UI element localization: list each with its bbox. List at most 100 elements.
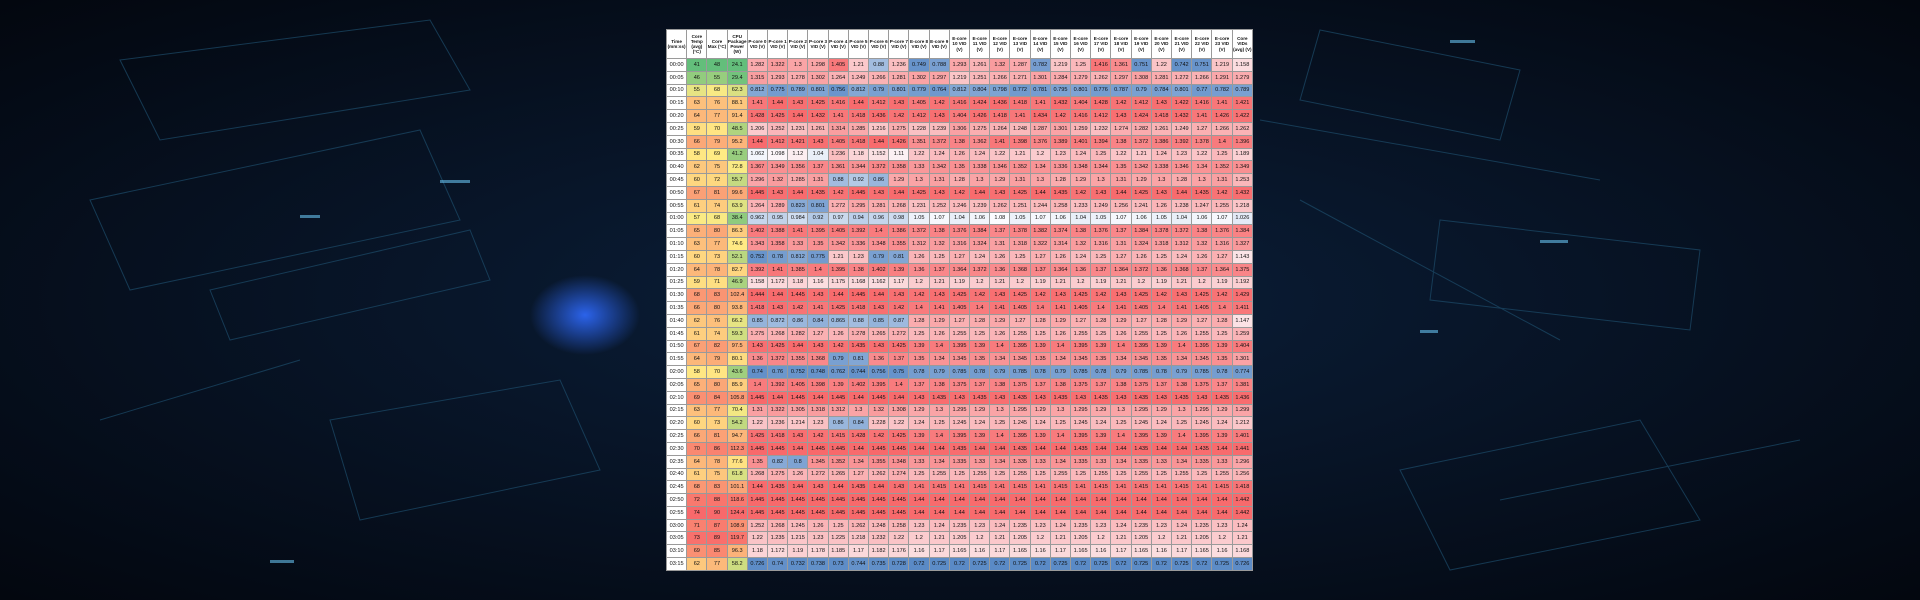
value-cell: 102.4 [726, 288, 748, 303]
value-cell: 1.43 [948, 390, 971, 405]
value-cell: 1.44 [928, 493, 950, 507]
value-cell: 1.17 [1049, 544, 1072, 559]
value-cell: 1.255 [1009, 326, 1031, 341]
value-cell: 1.395 [1009, 429, 1031, 443]
value-cell: 1.445 [787, 493, 809, 507]
value-cell: 1.225 [827, 531, 849, 546]
value-cell: 0.97 [827, 211, 849, 226]
value-cell: 1.418 [746, 301, 769, 315]
value-cell: 1.38 [1191, 224, 1213, 239]
value-cell: 60 [686, 416, 708, 431]
value-cell: 1.268 [767, 518, 789, 533]
value-cell: 1.445 [746, 390, 769, 405]
value-cell: 1.278 [847, 326, 870, 341]
value-cell: 1.182 [868, 544, 890, 559]
value-cell: 1.435 [1070, 441, 1092, 456]
value-cell: 74.6 [726, 237, 748, 251]
table-row: 00:10 55 68 62.3 0.812 0.775 0.789 0.801 0.756 0.… [665, 83, 1254, 98]
value-cell: 52.1 [726, 249, 748, 264]
value-cell: 0.87 [888, 313, 910, 328]
time-cell: 00:25 [665, 121, 688, 136]
value-cell: 1.435 [767, 480, 789, 495]
value-cell: 1.338 [969, 160, 991, 175]
value-cell: 1.285 [847, 121, 870, 136]
value-cell: 1.43 [1110, 288, 1132, 303]
value-cell: 1.434 [1029, 109, 1051, 123]
value-cell: 1.32 [928, 237, 950, 251]
value-cell: 1.23 [1171, 147, 1193, 162]
value-cell: 0.744 [847, 365, 870, 379]
value-cell: 1.37 [807, 160, 829, 175]
value-cell: 1.41 [1110, 480, 1132, 495]
value-cell: 1.435 [1049, 185, 1072, 200]
value-cell: 1.2 [1029, 147, 1051, 162]
value-cell: 1.44 [989, 505, 1011, 520]
value-cell: 1.445 [807, 493, 829, 507]
value-cell: 1.262 [989, 198, 1011, 213]
value-cell: 1.41 [1150, 480, 1173, 495]
value-cell: 82.7 [726, 262, 748, 277]
value-cell: 1.255 [1171, 467, 1193, 482]
value-cell: 1.42 [888, 109, 910, 123]
value-cell: 0.751 [1191, 58, 1213, 72]
time-cell: 02:30 [665, 441, 688, 456]
table-row: 01:50 67 82 97.5 1.43 1.425 1.44 1.43 1.42 1.435 1… [665, 339, 1254, 354]
value-cell: 0.756 [868, 365, 890, 379]
value-cell: 1.44 [989, 441, 1011, 456]
value-cell: 1.3 [1029, 173, 1051, 187]
value-cell: 1.418 [847, 134, 870, 149]
value-cell: 1.08 [989, 211, 1011, 226]
value-cell: 1.233 [1070, 198, 1092, 213]
value-cell: 1.428 [847, 429, 870, 443]
value-cell: 1.3 [908, 173, 930, 187]
value-cell: 1.415 [1090, 480, 1112, 495]
value-cell: 1.364 [1049, 262, 1072, 277]
value-cell: 1.2 [1150, 531, 1173, 546]
value-cell: 1.24 [969, 147, 991, 162]
value-cell: 1.44 [1070, 493, 1092, 507]
value-cell: 64 [686, 454, 708, 469]
value-cell: 1.435 [1191, 441, 1213, 456]
value-cell: 58 [686, 365, 708, 379]
value-cell: 1.432 [1231, 185, 1254, 200]
value-cell: 0.764 [928, 83, 950, 98]
value-cell: 1.24 [928, 518, 950, 533]
value-cell: 0.79 [1049, 365, 1072, 379]
table-row: 02:20 60 73 54.2 1.22 1.236 1.214 1.23 0.86 0.84 1… [665, 416, 1254, 431]
value-cell: 1.44 [908, 493, 930, 507]
value-cell: 1.301 [1231, 352, 1254, 367]
time-cell: 03:00 [665, 518, 688, 533]
value-cell: 1.375 [1191, 377, 1213, 392]
value-cell: 1.44 [767, 288, 789, 303]
value-cell: 1.3 [928, 403, 950, 418]
value-cell: 1.34 [989, 352, 1011, 367]
value-cell: 1.17 [888, 275, 910, 290]
column-header: E-core 19 VID (V) [1130, 29, 1152, 59]
value-cell: 1.405 [827, 224, 849, 239]
value-cell: 1.4 [989, 339, 1011, 354]
value-cell: 1.219 [1049, 58, 1072, 72]
value-cell: 1.44 [1150, 441, 1173, 456]
value-cell: 1.376 [1211, 224, 1233, 239]
value-cell: 48 [706, 58, 728, 72]
value-cell: 1.425 [1070, 288, 1092, 303]
value-cell: 1.375 [1130, 377, 1152, 392]
value-cell: 1.26 [827, 326, 849, 341]
value-cell: 1.35 [969, 352, 991, 367]
value-cell: 68 [706, 83, 728, 98]
value-cell: 1.33 [908, 160, 930, 175]
value-cell: 0.744 [847, 557, 870, 571]
value-cell: 1.37 [1211, 377, 1233, 392]
value-cell: 1.388 [767, 224, 789, 239]
value-cell: 1.25 [908, 326, 930, 341]
value-cell: 1.22 [888, 416, 910, 431]
value-cell: 1.24 [1090, 416, 1112, 431]
value-cell: 1.435 [1049, 390, 1072, 405]
value-cell: 41.2 [726, 147, 748, 162]
value-cell: 1.29 [1090, 403, 1112, 418]
value-cell: 1.147 [1231, 313, 1254, 328]
value-cell: 0.779 [908, 83, 930, 98]
value-cell: 1.421 [1231, 96, 1254, 111]
value-cell: 1.364 [1110, 262, 1132, 277]
value-cell: 1.445 [827, 441, 849, 456]
